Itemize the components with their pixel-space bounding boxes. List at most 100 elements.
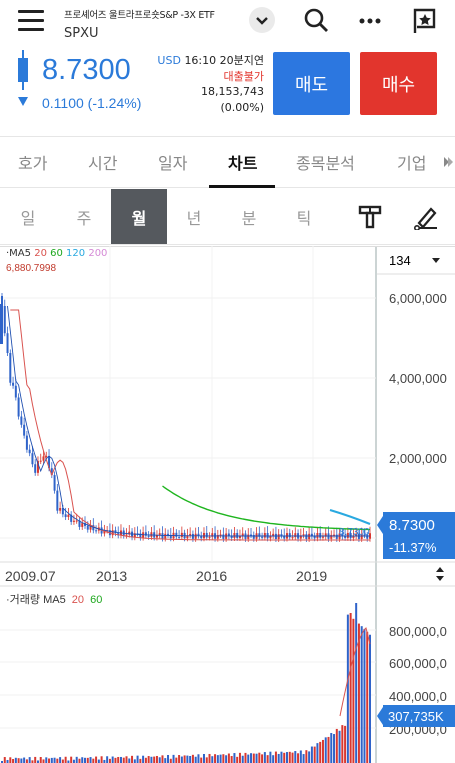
candle-body xyxy=(180,532,183,538)
volume-bar xyxy=(194,756,197,763)
tab-daily[interactable]: 일자 xyxy=(158,154,188,173)
candle-body xyxy=(233,532,236,538)
ma-legend-20: 20 xyxy=(34,248,47,259)
candle-body xyxy=(59,508,62,511)
indicator-tool-icon[interactable] xyxy=(357,204,383,234)
tab-chart[interactable]: 차트 xyxy=(228,154,258,173)
price-change: 0.1100 (-1.24%) xyxy=(42,95,142,111)
down-arrow-icon xyxy=(18,97,28,106)
favorite-flag-icon[interactable] xyxy=(410,6,440,36)
volume-bar xyxy=(61,759,64,763)
volume-bar xyxy=(164,758,167,763)
draw-tool-icon[interactable] xyxy=(413,204,439,234)
volume-bar xyxy=(349,613,352,763)
volume-bar xyxy=(25,759,28,763)
tab-time[interactable]: 시간 xyxy=(88,154,118,173)
candle-body xyxy=(67,514,70,518)
period-year[interactable]: 년 xyxy=(186,208,202,228)
volume-bar xyxy=(36,760,39,763)
volume-bar xyxy=(197,754,200,763)
sell-button[interactable]: 매도 xyxy=(273,52,350,115)
resize-handle-icon[interactable] xyxy=(436,567,444,581)
candle-body xyxy=(241,533,244,537)
candle-body xyxy=(360,534,363,539)
volume-bar xyxy=(45,757,48,763)
count-select[interactable]: 134 xyxy=(389,253,411,268)
volume-bar xyxy=(172,754,175,763)
volume-bar xyxy=(114,757,117,763)
candle-body xyxy=(12,382,15,386)
candle-body xyxy=(313,535,316,539)
period-week[interactable]: 주 xyxy=(76,208,92,228)
volume-bar xyxy=(86,757,89,763)
chevron-down-icon[interactable] xyxy=(249,7,275,33)
volume-bar xyxy=(72,759,75,763)
moving-average-line xyxy=(329,508,371,526)
candlesticks xyxy=(0,293,371,542)
grid-lines xyxy=(0,246,376,729)
volume-bar xyxy=(59,757,62,763)
candle-body xyxy=(147,535,150,537)
volume-bar xyxy=(346,614,349,763)
candle-body xyxy=(194,533,197,539)
candle-body xyxy=(20,416,23,425)
x-axis-label: 2009.07 xyxy=(5,568,56,584)
candle-body xyxy=(197,533,200,536)
volume-bar xyxy=(161,755,164,763)
candle-body xyxy=(39,460,42,462)
volume-bar xyxy=(241,755,244,763)
tab-analysis[interactable]: 종목분석 xyxy=(296,154,355,173)
volume-bar xyxy=(144,757,147,763)
buy-button[interactable]: 매수 xyxy=(360,52,437,115)
price-chart[interactable]: 134 6,000,000 4,000,000 2,000,000 8.7300… xyxy=(0,246,455,763)
volume-bar xyxy=(327,736,330,763)
candle-body xyxy=(205,532,208,538)
period-tick[interactable]: 틱 xyxy=(296,208,312,228)
volume-bar xyxy=(288,751,291,763)
x-axis-label: 2013 xyxy=(96,568,127,584)
volume-bar xyxy=(274,751,277,763)
tab-company[interactable]: 기업 xyxy=(397,154,427,173)
candle-body xyxy=(95,530,98,532)
volume-bar xyxy=(355,603,358,763)
candle-body xyxy=(103,530,106,534)
volume-bar xyxy=(111,756,114,763)
candle-body xyxy=(186,535,189,539)
volume-bar xyxy=(12,759,15,763)
volume-bar xyxy=(50,757,53,763)
current-price: 8.7300 xyxy=(42,54,131,86)
tabs-more-icon[interactable] xyxy=(443,154,453,173)
volume-bar xyxy=(269,751,272,763)
candle-body xyxy=(280,534,283,536)
candle-body xyxy=(319,533,322,538)
candle-body xyxy=(169,534,172,539)
tab-orderbook[interactable]: 호가 xyxy=(18,154,48,173)
volume-bar xyxy=(17,758,20,763)
menu-icon[interactable] xyxy=(18,10,44,32)
period-day[interactable]: 일 xyxy=(20,208,36,228)
more-icon[interactable] xyxy=(355,6,385,36)
volume-change: (0.00%) xyxy=(220,101,264,114)
volume-bar xyxy=(338,730,341,763)
candle-body xyxy=(294,533,297,538)
candle-body xyxy=(324,533,327,537)
period-month[interactable]: 월 xyxy=(111,189,167,244)
volume-bar xyxy=(277,753,280,763)
volume-bar xyxy=(324,737,327,763)
period-minute[interactable]: 분 xyxy=(241,208,257,228)
volume-bar xyxy=(128,758,131,763)
x-axis-label: 2016 xyxy=(196,568,227,584)
candle-body xyxy=(17,397,20,417)
candle-body xyxy=(211,533,214,537)
candle-body xyxy=(263,533,266,538)
candle-body xyxy=(61,508,64,515)
candle-body xyxy=(366,535,369,539)
volume-bar xyxy=(78,758,81,763)
candle-body xyxy=(291,537,294,539)
candle-body xyxy=(70,514,73,522)
volume-bar xyxy=(319,741,322,763)
volume-bar xyxy=(258,752,261,763)
search-icon[interactable] xyxy=(301,6,331,36)
candle-body xyxy=(305,534,308,539)
count-dropdown-icon[interactable] xyxy=(432,258,440,263)
